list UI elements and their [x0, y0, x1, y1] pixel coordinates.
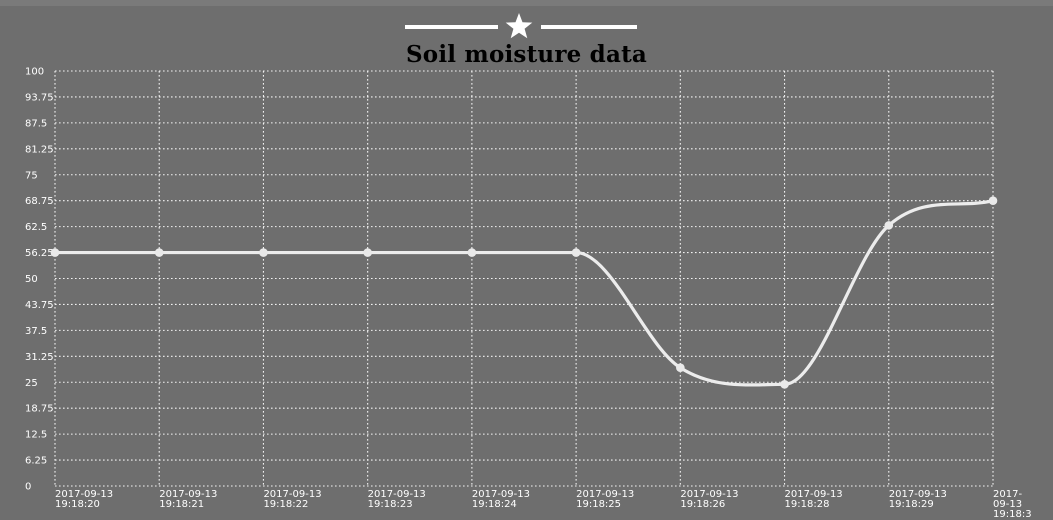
- y-tick-label: 68.75: [25, 196, 54, 207]
- series-line: [53, 199, 995, 387]
- x-tick-label: 2017-09-13 19:18:24: [472, 489, 530, 510]
- y-tick-label: 12.5: [25, 430, 47, 441]
- x-tick-label: 2017-09-13 19:18:20: [55, 489, 113, 510]
- x-tick-label: 2017-09-13 19:18:25: [576, 489, 634, 510]
- top-frame-bar: [0, 0, 1053, 6]
- y-tick-label: 25: [25, 378, 38, 389]
- y-tick-label: 6.25: [25, 456, 47, 467]
- x-tick-label-line: 2017-09-13: [785, 489, 843, 500]
- x-tick-label-line: 2017-09-13: [263, 489, 321, 500]
- y-tick-label: 0: [25, 482, 31, 493]
- x-tick-label-line: 2017-09-13: [576, 489, 634, 500]
- x-tick-label-line: 19:18:21: [159, 499, 204, 510]
- x-tick-label-line: 2017-09-13: [55, 489, 113, 500]
- x-tick-label: 2017-09-13 19:18:23: [368, 489, 426, 510]
- y-axis-labels: 0 6.25 12.5 18.75 25 31.25 37.5 43.75 50 56.25 62.…: [25, 67, 54, 493]
- y-tick-label: 31.25: [25, 352, 54, 363]
- x-tick-label-line: 19:18:28: [785, 499, 830, 510]
- data-point[interactable]: [988, 196, 998, 205]
- y-tick-label: 50: [25, 274, 38, 285]
- x-tick-label-line: 2017-09-13: [159, 489, 217, 500]
- data-point[interactable]: [780, 380, 789, 389]
- data-point[interactable]: [467, 248, 477, 257]
- x-tick-label-line: 19:18:26: [680, 499, 725, 510]
- x-tick-label-line: 19:18:24: [472, 499, 517, 510]
- y-tick-label: 75: [25, 170, 38, 181]
- x-tick-label-line: 19:18:23: [368, 499, 413, 510]
- y-tick-label: 100: [25, 67, 44, 78]
- data-point[interactable]: [884, 221, 894, 230]
- x-tick-label-line: 19:18:22: [263, 499, 308, 510]
- y-tick-label: 18.75: [25, 404, 54, 415]
- y-tick-label: 87.5: [25, 118, 47, 129]
- y-tick-label: 81.25: [25, 144, 54, 155]
- x-tick-label-line: 19:18:29: [889, 499, 934, 510]
- y-tick-label: 37.5: [25, 326, 47, 337]
- x-tick-label-line: 09-13: [993, 499, 1022, 510]
- chart-title: Soil moisture data: [405, 41, 647, 68]
- x-tick-label-line: 2017-: [993, 489, 1022, 500]
- x-tick-label-line: 19:18:25: [576, 499, 621, 510]
- data-point[interactable]: [363, 248, 372, 257]
- data-point[interactable]: [571, 248, 581, 257]
- data-point[interactable]: [154, 248, 164, 257]
- x-tick-label-line: 2017-09-13: [472, 489, 530, 500]
- x-tick-label: 2017-09-13 19:18:22: [263, 489, 321, 510]
- x-tick-label-line: 19:18:3: [993, 509, 1032, 520]
- data-point[interactable]: [259, 248, 268, 257]
- x-tick-label: 2017-09-13 19:18:29: [889, 489, 947, 510]
- x-tick-label-line: 19:18:20: [55, 499, 100, 510]
- x-tick-label-line: 2017-09-13: [889, 489, 947, 500]
- x-tick-label: 2017-09-13 19:18:26: [680, 489, 738, 510]
- grid: [54, 70, 994, 487]
- x-tick-label: 2017-09-13 19:18:3: [993, 489, 1032, 520]
- y-tick-label: 43.75: [25, 300, 54, 311]
- series-layer: [50, 196, 998, 389]
- star-decoration-icon: [405, 13, 637, 39]
- x-tick-label: 2017-09-13 19:18:21: [159, 489, 217, 510]
- x-tick-label: 2017-09-13 19:18:28: [785, 489, 843, 510]
- data-point[interactable]: [676, 363, 685, 373]
- y-tick-label: 93.75: [25, 92, 54, 103]
- x-tick-label-line: 2017-09-13: [368, 489, 426, 500]
- x-tick-label-line: 2017-09-13: [680, 489, 738, 500]
- data-point[interactable]: [50, 248, 60, 257]
- y-tick-label: 56.25: [25, 248, 54, 259]
- y-tick-label: 62.5: [25, 222, 47, 233]
